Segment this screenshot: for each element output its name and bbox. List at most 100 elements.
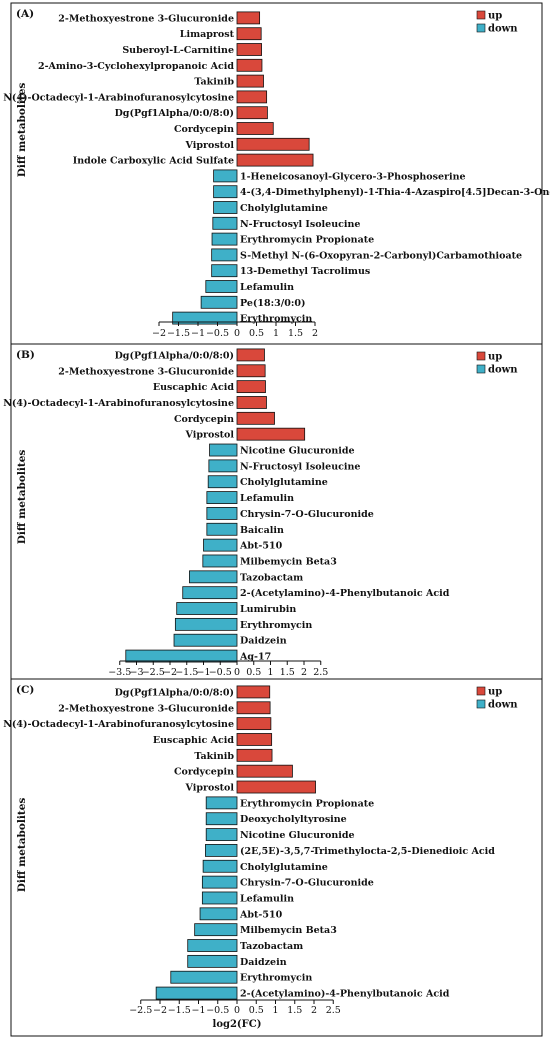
metabolite-label-c-4: Euscaphic Acid bbox=[153, 735, 234, 746]
metabolite-label-b-7: Nicotine Glucuronide bbox=[240, 446, 355, 457]
bar-a-16 bbox=[211, 248, 238, 262]
x-tick-label-a-1: −2 bbox=[152, 328, 166, 339]
metabolite-label-a-20: Erythromycin bbox=[240, 314, 312, 325]
x-tick-label-b-6: −1 bbox=[196, 667, 210, 678]
legend-down-swatch-b bbox=[476, 364, 486, 374]
bar-b-1 bbox=[236, 348, 265, 362]
metabolite-label-a-4: 2-Amino-3-Cyclohexylpropanoic Acid bbox=[38, 61, 234, 72]
bar-b-19 bbox=[173, 633, 238, 647]
x-tick-label-c-1: −2.5 bbox=[129, 1005, 152, 1016]
metabolite-label-c-18: Daidzein bbox=[240, 957, 287, 968]
bar-a-12 bbox=[213, 185, 238, 199]
metabolite-label-a-17: 13-Demethyl Tacrolimus bbox=[240, 266, 370, 277]
metabolite-label-a-19: Pe(18:3/0:0) bbox=[240, 298, 305, 309]
bar-a-7 bbox=[236, 106, 268, 120]
x-tick-label-b-10: 1 bbox=[267, 667, 273, 678]
bar-a-14 bbox=[212, 216, 238, 230]
bar-a-8 bbox=[236, 122, 274, 135]
x-tick-label-a-2: −1.5 bbox=[167, 328, 190, 339]
metabolite-label-b-14: Milbemycin Beta3 bbox=[240, 556, 337, 567]
metabolite-label-a-2: Limaprost bbox=[180, 29, 235, 40]
x-tick-label-a-4: −0.5 bbox=[206, 328, 229, 339]
bar-a-6 bbox=[236, 90, 268, 104]
x-tick-label-c-4: −1 bbox=[191, 1005, 205, 1016]
metabolite-label-c-6: Cordycepin bbox=[174, 767, 234, 778]
bar-a-13 bbox=[213, 201, 238, 214]
bar-c-6 bbox=[236, 764, 293, 778]
bar-c-13 bbox=[201, 875, 238, 889]
bar-c-5 bbox=[236, 748, 273, 762]
metabolite-label-b-5: Cordycepin bbox=[174, 414, 234, 425]
metabolite-label-c-3: N(4)-Octadecyl-1-Arabinofuranosylcytosin… bbox=[3, 719, 234, 730]
legend-down-swatch-c bbox=[476, 699, 486, 709]
x-tick-label-c-2: −2 bbox=[153, 1005, 167, 1016]
metabolite-label-b-16: 2-(Acetylamino)-4-Phenylbutanoic Acid bbox=[240, 588, 450, 599]
metabolite-label-c-8: Erythromycin Propionate bbox=[240, 798, 374, 809]
bar-b-15 bbox=[189, 570, 238, 584]
bar-a-9 bbox=[236, 137, 310, 151]
panel-frame-c bbox=[10, 678, 543, 1037]
bar-c-14 bbox=[201, 891, 238, 905]
metabolite-label-b-8: N-Fructosyl Isoleucine bbox=[240, 461, 360, 472]
bar-a-3 bbox=[236, 43, 262, 56]
panel-tag-a: (A) bbox=[16, 8, 34, 20]
y-axis-label-panel-b: Diff metabolites bbox=[16, 450, 28, 545]
x-tick-label-b-12: 2 bbox=[301, 667, 307, 678]
bar-b-12 bbox=[206, 522, 238, 536]
bar-b-2 bbox=[236, 364, 266, 378]
bar-a-5 bbox=[236, 74, 264, 88]
bar-b-17 bbox=[176, 602, 238, 615]
metabolite-label-c-12: Cholylglutamine bbox=[240, 862, 328, 873]
metabolite-label-c-19: Erythromycin bbox=[240, 973, 312, 984]
metabolite-label-b-12: Baicalin bbox=[240, 525, 284, 536]
legend-up-label-a: up bbox=[488, 11, 502, 22]
metabolite-label-b-9: Cholylglutamine bbox=[240, 477, 328, 488]
bar-c-18 bbox=[187, 954, 238, 968]
x-tick-label-c-6: 0 bbox=[234, 1005, 240, 1016]
x-tick-label-c-11: 2.5 bbox=[326, 1005, 341, 1016]
x-tick-label-b-4: −2 bbox=[163, 667, 177, 678]
x-tick-label-b-11: 1.5 bbox=[280, 667, 295, 678]
metabolite-label-c-11: (2E,5E)-3,5,7-Trimethylocta-2,5-Dienedio… bbox=[240, 846, 495, 857]
bar-c-9 bbox=[205, 812, 238, 826]
bar-c-17 bbox=[187, 939, 238, 952]
x-tick-label-b-3: −2.5 bbox=[142, 667, 165, 678]
x-tick-label-b-1: −3.5 bbox=[108, 667, 131, 678]
metabolite-label-a-7: Dg(Pgf1Alpha/0:0/8:0) bbox=[115, 108, 234, 119]
metabolite-label-a-1: 2-Methoxyestrone 3-Glucuronide bbox=[58, 13, 234, 24]
x-tick-label-b-9: 0.5 bbox=[246, 667, 261, 678]
metabolite-label-c-2: 2-Methoxyestrone 3-Glucuronide bbox=[58, 703, 234, 714]
metabolite-label-b-19: Daidzein bbox=[240, 636, 287, 647]
bar-b-3 bbox=[236, 380, 266, 394]
legend-down-swatch-a bbox=[476, 23, 486, 33]
metabolite-label-b-18: Erythromycin bbox=[240, 620, 312, 631]
panel-tag-c: (C) bbox=[16, 684, 34, 696]
bar-b-4 bbox=[236, 396, 267, 409]
bar-c-8 bbox=[205, 796, 238, 810]
metabolite-label-c-5: Takinib bbox=[194, 751, 234, 762]
bar-b-10 bbox=[206, 491, 238, 504]
bar-c-2 bbox=[236, 701, 271, 715]
metabolite-label-a-6: N(4)-Octadecyl-1-Arabinofuranosylcytosin… bbox=[3, 92, 234, 103]
x-tick-label-b-2: −3 bbox=[129, 667, 143, 678]
panel-tag-b: (B) bbox=[16, 349, 35, 361]
x-tick-label-b-5: −1.5 bbox=[175, 667, 198, 678]
x-axis-label: log2(FC) bbox=[213, 1019, 262, 1030]
x-tick-label-a-9: 2 bbox=[312, 328, 318, 339]
metabolite-label-b-2: 2-Methoxyestrone 3-Glucuronide bbox=[58, 366, 234, 377]
metabolite-label-b-4: N(4)-Octadecyl-1-Arabinofuranosylcytosin… bbox=[3, 398, 234, 409]
x-tick-label-a-5: 0 bbox=[234, 328, 240, 339]
metabolite-label-a-5: Takinib bbox=[194, 77, 234, 88]
legend-down-label-a: down bbox=[488, 24, 518, 35]
legend-up-label-c: up bbox=[488, 687, 502, 698]
metabolite-label-b-17: Lumirubin bbox=[240, 604, 296, 615]
metabolite-label-a-11: 1-Heneicosanoyl-Glycero-3-Phosphoserine bbox=[240, 171, 466, 182]
bar-a-1 bbox=[236, 11, 261, 25]
legend-up-swatch-a bbox=[476, 10, 486, 20]
bar-b-18 bbox=[174, 617, 238, 631]
bar-a-20 bbox=[172, 311, 238, 325]
bar-a-18 bbox=[205, 280, 238, 293]
metabolite-label-c-13: Chrysin-7-O-Glucuronide bbox=[240, 878, 374, 889]
metabolite-label-b-11: Chrysin-7-O-Glucuronide bbox=[240, 509, 374, 520]
